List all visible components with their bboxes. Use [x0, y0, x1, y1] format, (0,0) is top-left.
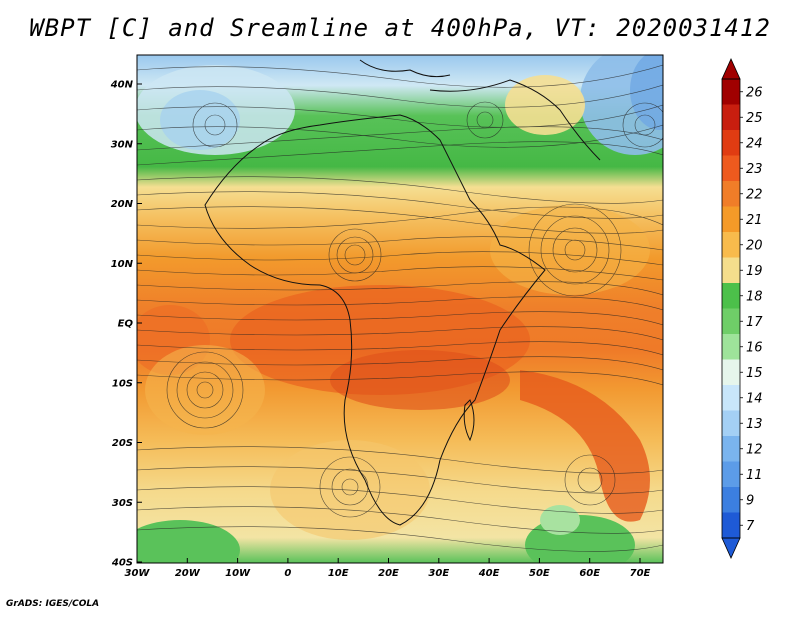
lat-tick-label: 10S: [112, 378, 133, 389]
colorbar-segment: [722, 181, 740, 207]
colorbar-label: 26: [746, 85, 763, 100]
map-frame: [136, 54, 664, 564]
credit-label: GrADS: IGES/COLA: [6, 599, 100, 609]
lat-tick-label: 20N: [111, 199, 134, 210]
colorbar-segment: [722, 206, 740, 233]
lon-tick-label: 0: [284, 568, 291, 579]
colorbar-label: 16: [746, 340, 763, 355]
lon-tick-label: 10E: [328, 568, 349, 579]
colorbar-segment: [722, 308, 740, 335]
lon-tick-label: 50E: [529, 568, 550, 579]
colorbar-label: 11: [746, 468, 763, 483]
colorbar-segment: [722, 104, 740, 131]
colorbar-label: 12: [746, 442, 763, 457]
lon-tick-label: 60E: [579, 568, 600, 579]
colorbar-segment: [722, 232, 740, 258]
chart-title: WBPT [C] and Sreamline at 400hPa, VT: 20…: [29, 14, 771, 42]
colorbar-max-arrow: [721, 58, 741, 80]
colorbar-segment: [722, 461, 740, 488]
colorbar-label: 23: [746, 162, 763, 177]
colorbar-segment: [722, 334, 740, 360]
lon-tick-label: 70E: [630, 568, 651, 579]
colorbar-segment: [722, 283, 740, 309]
colorbar-label: 9: [746, 493, 754, 508]
streamlines: [137, 64, 663, 552]
lon-tick-label: 30W: [125, 568, 151, 579]
map-plot-area: [137, 55, 663, 563]
lat-tick-label: 30N: [111, 139, 134, 150]
colorbar-label: 24: [746, 136, 763, 151]
colorbar-label: 25: [746, 111, 763, 126]
colorbar-label: 17: [746, 315, 763, 330]
colorbar-segment: [722, 385, 740, 411]
lat-tick-label: 10N: [111, 259, 134, 270]
colorbar: 26 25 24 23 22 21 20 19 18 17 16 15 14 13 12 11 9 7: [721, 58, 763, 559]
colorbar-min-arrow: [721, 537, 741, 559]
lon-tick-label: 40E: [478, 568, 500, 579]
colorbar-label: 21: [746, 213, 763, 228]
colorbar-label: 18: [746, 289, 763, 304]
colorbar-label: 14: [746, 391, 763, 406]
colorbar-label: 15: [746, 366, 763, 381]
colorbar-segment: [722, 130, 740, 156]
lon-tick-label: 20W: [175, 568, 201, 579]
colorbar-segment: [722, 512, 740, 539]
colorbar-segment: [722, 487, 740, 513]
latitude-axis: 40N 30N 20N 10N EQ 10S 20S 30S 40S: [110, 80, 142, 569]
colorbar-label: 22: [746, 187, 763, 202]
lon-tick-label: 10W: [225, 568, 251, 579]
lat-tick-label: 40S: [111, 558, 133, 569]
lat-tick-label: 40N: [110, 80, 134, 91]
colorbar-label: 7: [746, 519, 755, 534]
lat-tick-label: 30S: [112, 498, 133, 509]
lat-tick-label: EQ: [118, 319, 134, 330]
colorbar-label: 20: [746, 238, 763, 253]
colorbar-segment: [722, 79, 740, 105]
longitude-axis: 30W 20W 10W 0 10E 20E 30E 40E 50E 60E 70E: [125, 558, 651, 579]
colorbar-segment: [722, 155, 740, 182]
colorbar-segment: [722, 359, 740, 386]
lat-tick-label: 20S: [112, 438, 133, 449]
colorbar-segment: [722, 257, 740, 284]
colorbar-label: 19: [746, 264, 763, 279]
colorbar-segment: [722, 436, 740, 462]
colorbar-segment: [722, 410, 740, 437]
lon-tick-label: 30E: [428, 568, 449, 579]
coastlines: [204, 59, 601, 526]
colorbar-label: 13: [746, 417, 763, 432]
lon-tick-label: 20E: [378, 568, 399, 579]
